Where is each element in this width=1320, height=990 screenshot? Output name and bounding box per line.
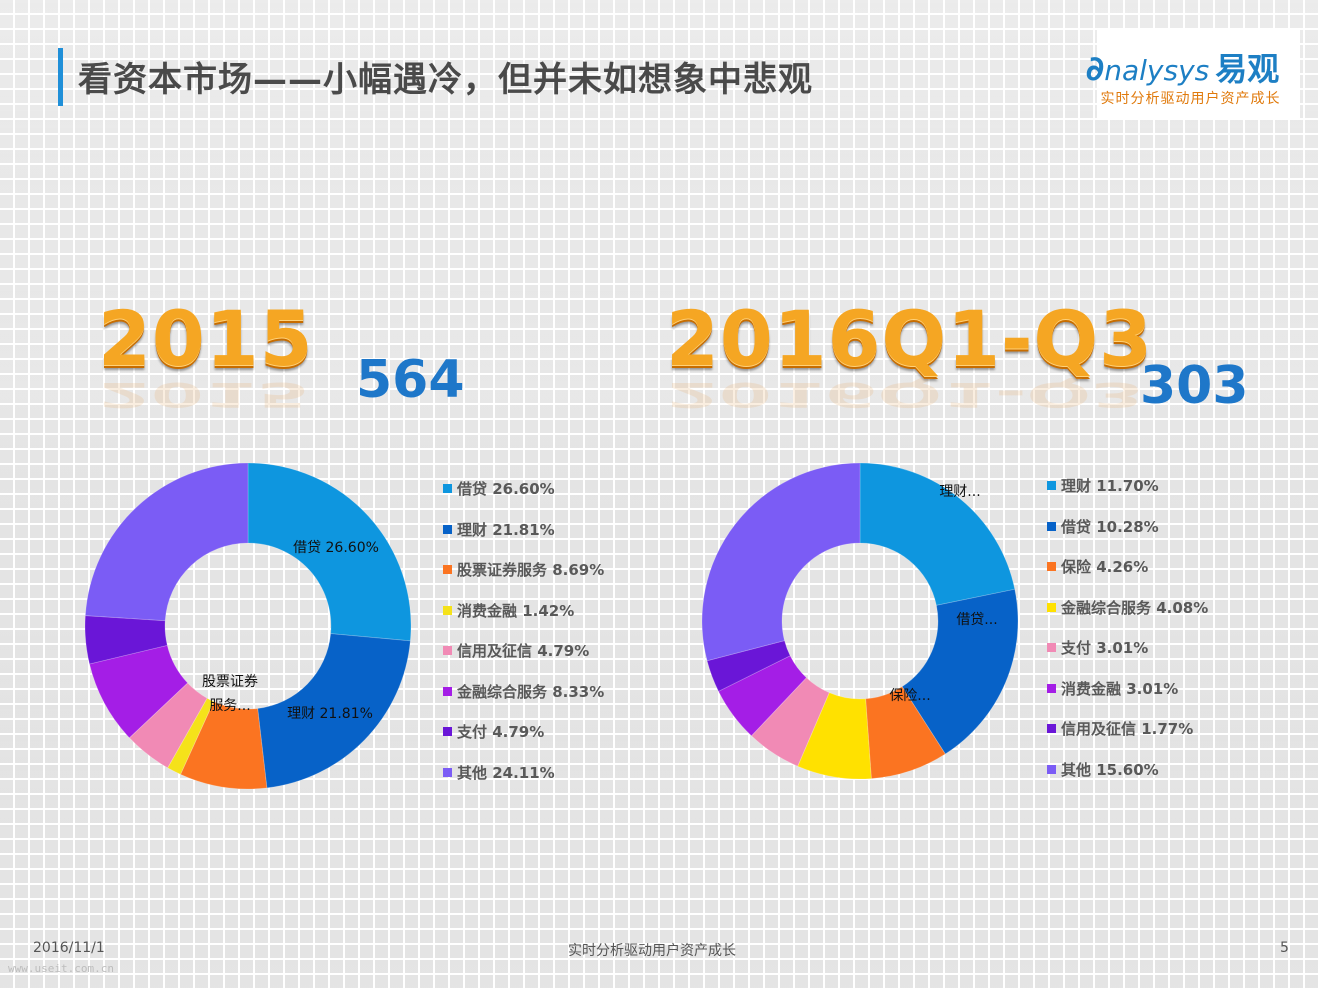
slice-label-2: 股票证券 xyxy=(202,674,258,690)
legend-item: 理财 21.81% xyxy=(443,519,555,540)
count-2015: 564 xyxy=(356,350,465,410)
page-number: 5 xyxy=(1280,940,1289,956)
donut-slice-6 xyxy=(84,615,168,665)
legend-item: 借贷 26.60% xyxy=(443,478,555,499)
page-title: 看资本市场——小幅遇冷，但并未如想象中悲观 xyxy=(78,60,813,100)
footer-tagline: 实时分析驱动用户资产成长 xyxy=(568,943,736,959)
donut-slice-5 xyxy=(717,655,807,737)
logo-box xyxy=(1097,28,1300,120)
donut-chart-2016: 理财... 借贷... 保险... xyxy=(701,462,1019,780)
legend-swatch xyxy=(443,484,452,493)
legend-item: 金融综合服务 8.33% xyxy=(443,681,604,702)
year-2015-reflection: 2015 xyxy=(98,374,310,415)
donut-slice-7 xyxy=(701,462,861,662)
legend-item: 消费金融 3.01% xyxy=(1047,678,1178,699)
legend-2015: 借贷 26.60% 理财 21.81% 股票证券服务 8.69% 消费金融 1.42%… xyxy=(443,478,643,788)
legend-swatch xyxy=(443,686,452,696)
legend-label: 股票证券服务 8.69% xyxy=(457,561,605,579)
legend-item: 理财 11.70% xyxy=(1047,475,1159,496)
donut-slice-3 xyxy=(167,697,215,775)
slice-label-0: 理财... xyxy=(939,484,980,500)
year-2016-reflection: 2016Q1-Q3 xyxy=(666,374,1145,415)
title-accent-bar xyxy=(58,48,63,106)
legend-item: 保险 4.26% xyxy=(1047,556,1148,577)
legend-label: 支付 3.01% xyxy=(1061,639,1149,657)
legend-swatch xyxy=(1047,521,1056,531)
slice-label-2: 保险... xyxy=(889,688,930,704)
legend-label: 理财 11.70% xyxy=(1061,477,1159,495)
year-2016-heading: 2016Q1-Q3 xyxy=(666,294,1154,383)
legend-swatch xyxy=(443,646,452,655)
donut-slice-6 xyxy=(706,640,791,692)
legend-label: 其他 24.11% xyxy=(457,763,555,782)
legend-swatch xyxy=(443,565,452,574)
legend-item: 其他 15.60% xyxy=(1047,759,1159,780)
legend-item: 信用及征信 1.77% xyxy=(1047,718,1193,739)
slice-label-0: 借贷 26.60% xyxy=(293,540,379,556)
year-2015-heading: 2015 xyxy=(98,294,314,383)
legend-swatch xyxy=(1047,562,1056,571)
logo-tagline: 实时分析驱动用户资产成长 xyxy=(1100,91,1281,107)
legend-item: 消费金融 1.42% xyxy=(443,600,574,621)
logo-wordmark: nalysys xyxy=(1104,54,1210,87)
legend-swatch xyxy=(443,767,452,777)
legend-2016: 理财 11.70% 借贷 10.28% 保险 4.26% 金融综合服务 4.08% 支付… xyxy=(1047,475,1257,785)
footer-date: 2016/11/1 xyxy=(33,940,105,956)
legend-swatch xyxy=(1047,643,1056,652)
legend-item: 股票证券服务 8.69% xyxy=(443,559,604,580)
legend-label: 信用及征信 4.79% xyxy=(457,642,590,660)
legend-swatch xyxy=(443,524,452,534)
legend-swatch xyxy=(443,605,452,615)
donut-slice-2 xyxy=(179,701,268,790)
legend-swatch xyxy=(443,727,452,736)
legend-swatch xyxy=(1047,683,1056,693)
donut-chart-2015: 借贷 26.60% 理财 21.81% 股票证券服务... xyxy=(84,462,412,790)
legend-item: 其他 24.11% xyxy=(443,762,555,783)
legend-label: 信用及征信 1.77% xyxy=(1061,720,1194,738)
legend-item: 信用及征信 4.79% xyxy=(443,640,589,661)
legend-label: 金融综合服务 4.08% xyxy=(1061,598,1209,617)
legend-label: 保险 4.26% xyxy=(1061,558,1149,576)
donut-slice-0 xyxy=(247,462,412,642)
logo-cn: 易观 xyxy=(1215,50,1280,88)
legend-label: 借贷 10.28% xyxy=(1061,517,1159,536)
slice-label-1: 理财 21.81% xyxy=(287,706,373,722)
donut-slice-3 xyxy=(797,692,872,780)
legend-item: 借贷 10.28% xyxy=(1047,516,1159,537)
legend-label: 借贷 26.60% xyxy=(457,480,555,498)
slice-label-1: 借贷... xyxy=(956,612,997,628)
legend-label: 支付 4.79% xyxy=(457,723,545,741)
donut-slice-7 xyxy=(84,462,249,622)
count-2016: 303 xyxy=(1140,356,1249,416)
legend-item: 支付 3.01% xyxy=(1047,637,1148,658)
legend-item: 金融综合服务 4.08% xyxy=(1047,597,1208,618)
legend-swatch xyxy=(1047,602,1056,612)
legend-label: 消费金融 3.01% xyxy=(1061,679,1179,698)
legend-label: 消费金融 1.42% xyxy=(457,601,575,620)
legend-swatch xyxy=(1047,724,1056,733)
legend-label: 理财 21.81% xyxy=(457,520,555,539)
logo-a-glyph: ∂ xyxy=(1085,49,1105,89)
watermark: www.useit.com.cn xyxy=(8,962,114,975)
donut-slice-5 xyxy=(89,644,189,739)
donut-slice-1 xyxy=(257,633,411,789)
legend-label: 其他 15.60% xyxy=(1061,760,1159,779)
legend-item: 支付 4.79% xyxy=(443,721,544,742)
legend-label: 金融综合服务 8.33% xyxy=(457,682,605,701)
slice-label-2: 服务... xyxy=(209,698,250,714)
donut-slice-1 xyxy=(901,588,1019,755)
donut-slice-0 xyxy=(859,462,1016,606)
legend-swatch xyxy=(1047,764,1056,774)
donut-slice-4 xyxy=(128,682,208,769)
legend-swatch xyxy=(1047,481,1056,490)
analysys-logo: ∂nalysys 易观 xyxy=(1070,44,1295,90)
